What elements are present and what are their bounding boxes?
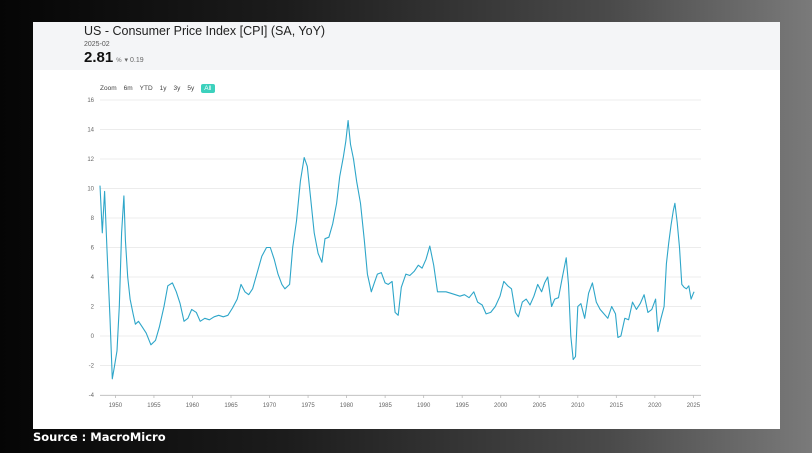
x-tick-label: 1950: [109, 403, 123, 409]
x-axis: 1950 1955 1960 1965 1970 1975 1980 1985 1990 1995…: [100, 395, 701, 409]
latest-value: 2.81: [84, 49, 114, 66]
x-tick-label: 2000: [494, 403, 508, 409]
latest-value-row: 2.81% ▾ 0.19: [84, 49, 144, 67]
zoom-3y-button[interactable]: 3y: [173, 85, 181, 92]
x-tick-label: 1955: [147, 403, 161, 409]
x-tick-label: 2015: [610, 403, 624, 409]
zoom-all-button[interactable]: All: [201, 84, 215, 93]
x-tick-label: 1990: [417, 403, 431, 409]
zoom-label: Zoom: [100, 85, 117, 92]
zoom-bar: Zoom 6m YTD 1y 3y 5y All: [100, 84, 215, 93]
y-tick-label: 0: [91, 334, 95, 340]
y-tick-label: 12: [87, 157, 94, 163]
y-tick-label: 16: [87, 98, 94, 104]
y-tick-label: 2: [91, 305, 95, 311]
x-tick-label: 1985: [378, 403, 392, 409]
x-tick-label: 1980: [340, 403, 354, 409]
chart-title: US - Consumer Price Index [CPI] (SA, YoY…: [84, 24, 326, 38]
cpi-yoy-series-line: [99, 120, 695, 380]
y-tick-label: 4: [91, 275, 95, 281]
zoom-1y-button[interactable]: 1y: [159, 85, 167, 92]
x-tick-label: 2025: [687, 403, 701, 409]
y-tick-label: 14: [87, 128, 94, 134]
chart-card: US - Consumer Price Index [CPI] (SA, YoY…: [33, 22, 780, 429]
latest-date: 2025-02: [84, 41, 110, 48]
value-unit: %: [116, 58, 122, 64]
x-tick-label: 2010: [571, 403, 585, 409]
x-tick-label: 1995: [456, 403, 470, 409]
value-change: ▾ 0.19: [124, 57, 144, 64]
series-layer: [99, 120, 695, 380]
x-tick-label: 2020: [648, 403, 662, 409]
zoom-6m-button[interactable]: 6m: [123, 85, 133, 92]
zoom-5y-button[interactable]: 5y: [187, 85, 195, 92]
y-tick-label: -2: [89, 364, 95, 370]
x-tick-label: 1975: [301, 403, 315, 409]
zoom-ytd-button[interactable]: YTD: [139, 85, 153, 92]
grid-lines: [100, 99, 701, 396]
chart-header: US - Consumer Price Index [CPI] (SA, YoY…: [33, 22, 780, 70]
x-tick-label: 1970: [263, 403, 277, 409]
y-tick-label: 8: [91, 216, 95, 222]
y-tick-label: 6: [91, 246, 95, 252]
x-tick-label: 1965: [224, 403, 238, 409]
y-tick-label: 10: [87, 187, 94, 193]
x-tick-label: 2005: [533, 403, 547, 409]
x-tick-label: 1960: [186, 403, 200, 409]
source-caption: Source : MacroMicro: [33, 430, 166, 444]
y-axis: -4 -2 0 2 4 6 8 10 12 14 16: [87, 98, 94, 399]
y-tick-label: -4: [89, 393, 95, 399]
